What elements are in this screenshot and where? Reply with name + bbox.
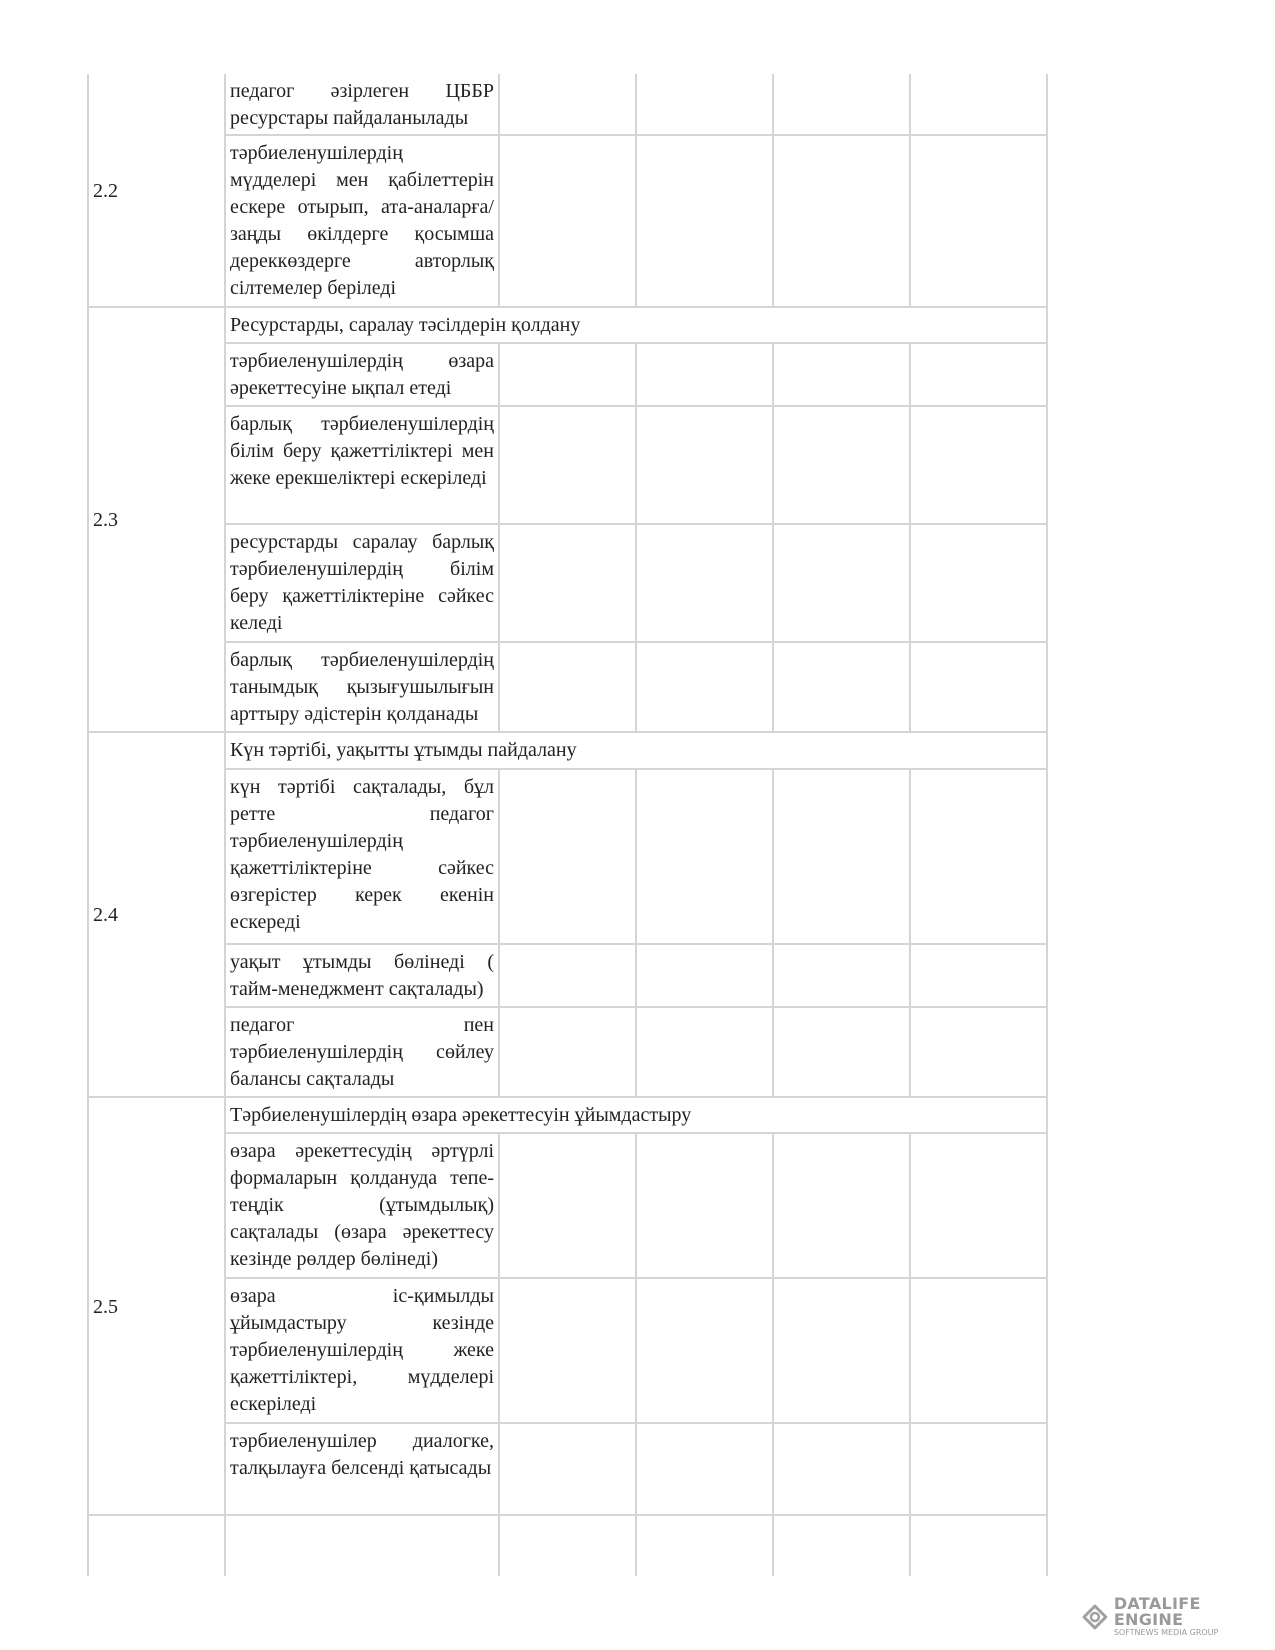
score-cell[interactable]	[772, 342, 911, 407]
criterion-text: педагог әзірлеген ЦББР ресурстары пайдал…	[224, 74, 500, 136]
score-cell[interactable]	[635, 134, 774, 308]
empty-cell[interactable]	[772, 1514, 911, 1576]
score-cell[interactable]	[635, 342, 774, 407]
empty-cell[interactable]	[498, 1514, 637, 1576]
score-cell[interactable]	[635, 1006, 774, 1098]
empty-cell[interactable]	[87, 1514, 226, 1576]
section-number: 2.5	[87, 1096, 226, 1516]
criterion-row: күн тәртібі сақталады, бұл ретте педагог…	[88, 768, 1048, 945]
score-cell[interactable]	[772, 641, 911, 733]
criterion-row: ресурстарды саралау барлық тәрбиеленушіл…	[88, 523, 1048, 643]
score-cell[interactable]	[909, 768, 1048, 945]
criterion-row: тәрбиеленушілердің мүдделері мен қабілет…	[88, 134, 1048, 308]
section-header-row: 2.4 Күн тәртібі, уақытты ұтымды пайдалану	[87, 731, 1048, 1098]
criterion-row: тәрбиеленушілер диалогке, талқылауға бел…	[88, 1422, 1048, 1516]
score-cell[interactable]	[772, 1006, 911, 1098]
empty-cell[interactable]	[224, 1514, 500, 1576]
score-cell[interactable]	[909, 342, 1048, 407]
score-cell[interactable]	[635, 1277, 774, 1424]
criterion-row: барлық тәрбиеленушілердің білім беру қаж…	[88, 405, 1048, 525]
datalife-logo-icon	[1082, 1604, 1108, 1630]
score-cell[interactable]	[772, 943, 911, 1008]
section-number: 2.2	[87, 74, 226, 308]
score-cell[interactable]	[498, 1277, 637, 1424]
empty-row	[87, 1514, 1048, 1576]
score-cell[interactable]	[772, 1277, 911, 1424]
score-cell[interactable]	[772, 768, 911, 945]
criterion-text: тәрбиеленушілер диалогке, талқылауға бел…	[224, 1422, 500, 1516]
criterion-text: ресурстарды саралау барлық тәрбиеленушіл…	[224, 523, 500, 643]
score-cell[interactable]	[635, 1132, 774, 1279]
empty-cell[interactable]	[635, 1514, 774, 1576]
criterion-text: өзара іс-қимылды ұйымдастыру кезінде тәр…	[224, 1277, 500, 1424]
score-cell[interactable]	[498, 768, 637, 945]
section-number: 2.3	[87, 306, 226, 733]
section-title: Күн тәртібі, уақытты ұтымды пайдалану	[224, 731, 1048, 770]
score-cell[interactable]	[635, 768, 774, 945]
score-cell[interactable]	[772, 523, 911, 643]
criterion-text: тәрбиеленушілердің мүдделері мен қабілет…	[224, 134, 500, 308]
criterion-text: өзара әрекеттесудің әртүрлі формаларын қ…	[224, 1132, 500, 1279]
criterion-row: өзара іс-қимылды ұйымдастыру кезінде тәр…	[88, 1277, 1048, 1424]
score-cell[interactable]	[909, 1422, 1048, 1516]
score-cell[interactable]	[772, 1422, 911, 1516]
criterion-text: барлық тәрбиеленушілердің танымдық қызығ…	[224, 641, 500, 733]
score-cell[interactable]	[498, 1006, 637, 1098]
score-cell[interactable]	[909, 1132, 1048, 1279]
score-cell[interactable]	[909, 74, 1048, 136]
score-cell[interactable]	[772, 134, 911, 308]
score-cell[interactable]	[635, 943, 774, 1008]
section-header-row: 2.5 Тәрбиеленушілердің өзара әрекеттесуін…	[87, 1096, 1048, 1516]
score-cell[interactable]	[909, 134, 1048, 308]
score-cell[interactable]	[498, 1132, 637, 1279]
score-cell[interactable]	[909, 1277, 1048, 1424]
section-header-row: 2.3 Ресурстарды, саралау тәсілдерін қолда…	[87, 306, 1048, 733]
score-cell[interactable]	[772, 405, 911, 525]
evaluation-table: 2.2 педагог әзірлеген ЦББР ресурстары пай…	[87, 74, 1048, 1576]
watermark-title: DATALIFE ENGINE	[1113, 1594, 1201, 1629]
score-cell[interactable]	[498, 74, 637, 136]
section-title: Тәрбиеленушілердің өзара әрекеттесуін ұй…	[224, 1096, 1048, 1134]
score-cell[interactable]	[498, 405, 637, 525]
watermark-subtitle: SOFTNEWS MEDIA GROUP	[1113, 1628, 1219, 1637]
score-cell[interactable]	[498, 342, 637, 407]
score-cell[interactable]	[498, 134, 637, 308]
score-cell[interactable]	[498, 1422, 637, 1516]
score-cell[interactable]	[909, 943, 1048, 1008]
score-cell[interactable]	[635, 405, 774, 525]
score-cell[interactable]	[498, 523, 637, 643]
score-cell[interactable]	[772, 74, 911, 136]
criterion-text: педагог пен тәрбиеленушілердің сөйлеу ба…	[224, 1006, 500, 1098]
criterion-row: өзара әрекеттесудің әртүрлі формаларын қ…	[88, 1132, 1048, 1279]
section-number: 2.4	[87, 731, 226, 1098]
criterion-text: күн тәртібі сақталады, бұл ретте педагог…	[224, 768, 500, 945]
score-cell[interactable]	[635, 1422, 774, 1516]
score-cell[interactable]	[635, 523, 774, 643]
score-cell[interactable]	[635, 641, 774, 733]
section-title: Ресурстарды, саралау тәсілдерін қолдану	[224, 306, 1048, 344]
criterion-text: барлық тәрбиеленушілердің білім беру қаж…	[224, 405, 500, 525]
criterion-text: уақыт ұтымды бөлінеді ( тайм-менеджмент …	[224, 943, 500, 1008]
criterion-row: педагог пен тәрбиеленушілердің сөйлеу ба…	[88, 1006, 1048, 1098]
score-cell[interactable]	[498, 641, 637, 733]
criterion-row: 2.2 педагог әзірлеген ЦББР ресурстары пай…	[87, 74, 1048, 308]
criterion-row: уақыт ұтымды бөлінеді ( тайм-менеджмент …	[88, 943, 1048, 1008]
criterion-row: барлық тәрбиеленушілердің танымдық қызығ…	[88, 641, 1048, 733]
criterion-row: тәрбиеленушілердің өзара әрекеттесуіне ы…	[88, 342, 1048, 407]
empty-cell[interactable]	[909, 1514, 1048, 1576]
score-cell[interactable]	[909, 641, 1048, 733]
datalife-engine-watermark: DATALIFE ENGINE SOFTNEWS MEDIA GROUP	[1082, 1596, 1275, 1638]
score-cell[interactable]	[909, 405, 1048, 525]
score-cell[interactable]	[498, 943, 637, 1008]
criterion-text: тәрбиеленушілердің өзара әрекеттесуіне ы…	[224, 342, 500, 407]
score-cell[interactable]	[909, 1006, 1048, 1098]
score-cell[interactable]	[772, 1132, 911, 1279]
score-cell[interactable]	[635, 74, 774, 136]
score-cell[interactable]	[909, 523, 1048, 643]
